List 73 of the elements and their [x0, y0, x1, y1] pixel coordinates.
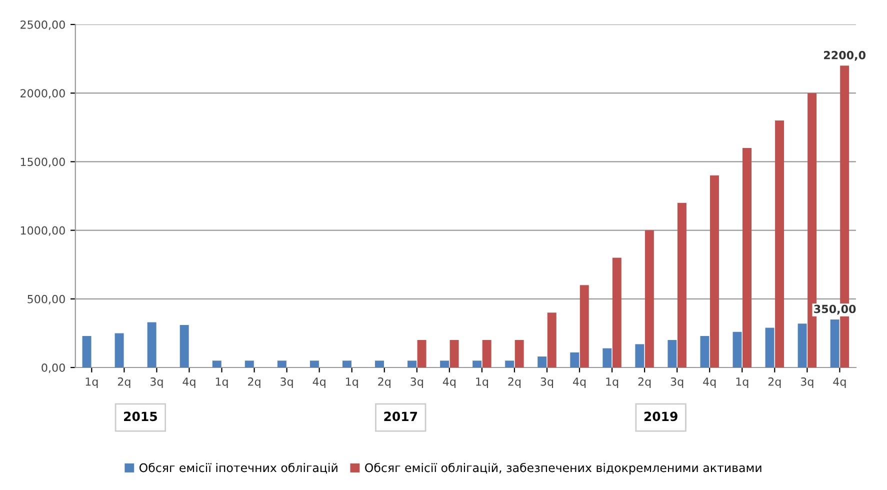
x-tick-label: 1q — [476, 378, 488, 388]
text: 2015 — [124, 412, 157, 422]
legend-label: Обсяг емісії облігацій, забезпечених відокремленими активами — [365, 462, 762, 474]
bar — [180, 324, 189, 368]
x-tick-label: 1q — [216, 378, 228, 388]
bar — [114, 333, 124, 368]
x-tick-label: 2q — [378, 377, 390, 388]
y-tick-label: 0,00 — [42, 363, 65, 374]
x-tick-label: 3q — [410, 377, 423, 388]
bar — [147, 322, 156, 368]
data-label: 350,00 — [814, 304, 856, 315]
bar — [547, 312, 556, 368]
x-tick-label: 3q — [540, 377, 554, 388]
bar — [765, 328, 774, 368]
bar — [450, 340, 459, 368]
x-tick-label: 2q — [768, 377, 781, 388]
bar — [798, 324, 807, 368]
y-tick-label: 500,00 — [28, 294, 65, 304]
x-tick-label: 3q — [280, 377, 293, 388]
bar — [677, 202, 686, 368]
bar — [408, 360, 416, 368]
x-tick-label: 4q — [182, 378, 196, 388]
x-tick-label: 1q — [86, 378, 98, 388]
x-tick-label: 3q — [670, 377, 684, 388]
bar — [580, 285, 589, 368]
bar — [830, 319, 840, 368]
bar — [482, 340, 492, 368]
bar — [440, 360, 450, 368]
x-tick-label: 4q — [703, 378, 716, 388]
data-label: 2200,0 — [824, 50, 866, 61]
y-tick-label: 1000,00 — [20, 226, 65, 236]
x-tick-label: 1q — [606, 378, 618, 388]
x-tick-label: 2q — [118, 377, 130, 388]
text: 2019 — [644, 412, 678, 422]
x-tick-label: 2q — [508, 377, 521, 388]
x-tick-label: 1q — [346, 378, 358, 388]
bar — [505, 360, 514, 368]
x-tick-label: 3q — [800, 377, 814, 388]
bar — [277, 360, 286, 368]
bar — [472, 360, 482, 368]
bar — [375, 360, 384, 368]
bar — [700, 336, 710, 368]
bar — [732, 332, 742, 368]
bar — [82, 336, 92, 368]
x-tick-label: 4q — [833, 378, 846, 388]
bar — [212, 360, 222, 368]
bar — [244, 360, 254, 368]
bar — [417, 340, 426, 368]
x-tick-label: 2q — [638, 377, 651, 388]
bar — [538, 356, 547, 368]
bar — [668, 340, 677, 368]
bar — [602, 348, 612, 368]
bar — [710, 175, 719, 368]
bar — [644, 230, 654, 368]
text: 2017 — [384, 412, 418, 422]
bar — [612, 258, 622, 368]
x-tick-label: 4q — [312, 378, 326, 388]
bar — [342, 360, 352, 368]
legend-label: Обсяг емісії іпотечних облігацій — [139, 462, 338, 474]
bar — [570, 352, 580, 368]
bar — [310, 360, 319, 368]
bar — [514, 340, 524, 368]
bar — [775, 120, 784, 368]
y-tick-label: 2000,00 — [20, 89, 65, 99]
x-tick-label: 4q — [442, 378, 456, 388]
x-tick-label: 1q — [736, 378, 748, 388]
y-tick-label: 2500,00 — [20, 20, 65, 30]
x-tick-label: 3q — [150, 377, 163, 388]
y-tick-label: 1500,00 — [20, 158, 65, 168]
bar — [742, 148, 752, 368]
bar — [635, 344, 644, 368]
x-tick-label: 2q — [248, 377, 260, 388]
x-tick-label: 4q — [572, 378, 586, 388]
